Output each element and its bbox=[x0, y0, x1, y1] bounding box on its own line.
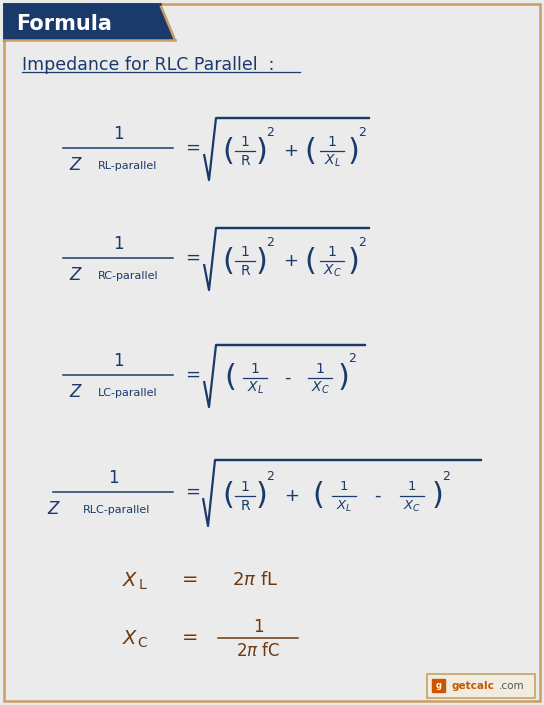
Text: -: - bbox=[374, 487, 380, 505]
FancyBboxPatch shape bbox=[427, 674, 535, 698]
Text: getcalc: getcalc bbox=[452, 681, 495, 691]
Text: (: ( bbox=[224, 364, 236, 393]
Text: -: - bbox=[284, 369, 290, 387]
Text: =: = bbox=[186, 366, 201, 384]
Text: 1: 1 bbox=[240, 245, 250, 259]
Text: Z: Z bbox=[69, 156, 81, 174]
Text: 1: 1 bbox=[108, 469, 118, 487]
Text: R: R bbox=[240, 499, 250, 513]
Text: RL-parallel: RL-parallel bbox=[98, 161, 158, 171]
Polygon shape bbox=[4, 4, 175, 40]
Text: ): ) bbox=[256, 482, 268, 510]
Text: 1: 1 bbox=[113, 235, 123, 253]
Text: (: ( bbox=[304, 137, 316, 166]
Text: 2: 2 bbox=[348, 352, 356, 365]
Text: ): ) bbox=[256, 137, 268, 166]
Text: Z: Z bbox=[69, 383, 81, 401]
Text: $\mathit{X}_C$: $\mathit{X}_C$ bbox=[323, 263, 342, 279]
Text: +: + bbox=[285, 487, 300, 505]
Text: $\mathit{X}_L$: $\mathit{X}_L$ bbox=[336, 498, 352, 513]
Text: 1: 1 bbox=[316, 362, 324, 376]
Text: 1: 1 bbox=[327, 135, 336, 149]
Text: 1: 1 bbox=[252, 618, 263, 636]
Text: 2: 2 bbox=[266, 470, 274, 482]
Text: =: = bbox=[186, 139, 201, 157]
Text: 1: 1 bbox=[240, 135, 250, 149]
Text: 1: 1 bbox=[240, 480, 250, 494]
Text: (: ( bbox=[304, 247, 316, 276]
Text: 1: 1 bbox=[113, 352, 123, 370]
Text: =: = bbox=[186, 483, 201, 501]
Text: +: + bbox=[283, 142, 299, 160]
Text: =: = bbox=[182, 628, 198, 647]
Text: (: ( bbox=[222, 137, 234, 166]
Text: =: = bbox=[182, 570, 198, 589]
Text: .com: .com bbox=[499, 681, 524, 691]
Text: 2: 2 bbox=[266, 235, 274, 248]
Text: R: R bbox=[240, 264, 250, 278]
Text: 1: 1 bbox=[408, 481, 416, 494]
Text: Impedance for RLC Parallel  :: Impedance for RLC Parallel : bbox=[22, 56, 274, 74]
Text: +: + bbox=[283, 252, 299, 270]
Text: R: R bbox=[240, 154, 250, 168]
Text: $\mathit{X}$: $\mathit{X}$ bbox=[122, 570, 138, 589]
Text: 2: 2 bbox=[358, 235, 366, 248]
Text: (: ( bbox=[312, 482, 324, 510]
Text: RLC-parallel: RLC-parallel bbox=[83, 505, 151, 515]
Text: C: C bbox=[137, 636, 147, 650]
Text: 1: 1 bbox=[251, 362, 259, 376]
Text: $2\pi$ fC: $2\pi$ fC bbox=[236, 642, 280, 660]
Text: =: = bbox=[186, 249, 201, 267]
Text: 2: 2 bbox=[358, 125, 366, 138]
FancyBboxPatch shape bbox=[4, 4, 540, 701]
FancyBboxPatch shape bbox=[432, 679, 445, 692]
Text: 2: 2 bbox=[442, 470, 450, 482]
Text: $\mathit{X}_C$: $\mathit{X}_C$ bbox=[311, 380, 330, 396]
Text: $\mathit{X}$: $\mathit{X}$ bbox=[122, 628, 138, 647]
Text: 2: 2 bbox=[266, 125, 274, 138]
Text: Z: Z bbox=[69, 266, 81, 284]
Text: g: g bbox=[436, 682, 442, 690]
Text: L: L bbox=[138, 578, 146, 592]
Text: 1: 1 bbox=[340, 481, 348, 494]
Text: $\mathit{X}_L$: $\mathit{X}_L$ bbox=[246, 380, 263, 396]
Text: RC-parallel: RC-parallel bbox=[98, 271, 158, 281]
Text: ): ) bbox=[348, 137, 360, 166]
Text: $\mathit{X}_C$: $\mathit{X}_C$ bbox=[403, 498, 421, 513]
Text: $\mathit{X}_L$: $\mathit{X}_L$ bbox=[324, 153, 341, 169]
Text: $2\pi$ fL: $2\pi$ fL bbox=[232, 571, 278, 589]
Text: Formula: Formula bbox=[16, 14, 112, 34]
Text: ): ) bbox=[348, 247, 360, 276]
Text: LC-parallel: LC-parallel bbox=[98, 388, 158, 398]
Text: (: ( bbox=[222, 247, 234, 276]
Text: ): ) bbox=[256, 247, 268, 276]
Text: 1: 1 bbox=[113, 125, 123, 143]
Text: (: ( bbox=[222, 482, 234, 510]
Text: ): ) bbox=[432, 482, 444, 510]
Text: ): ) bbox=[338, 364, 350, 393]
Text: Z: Z bbox=[47, 500, 59, 518]
Text: 1: 1 bbox=[327, 245, 336, 259]
